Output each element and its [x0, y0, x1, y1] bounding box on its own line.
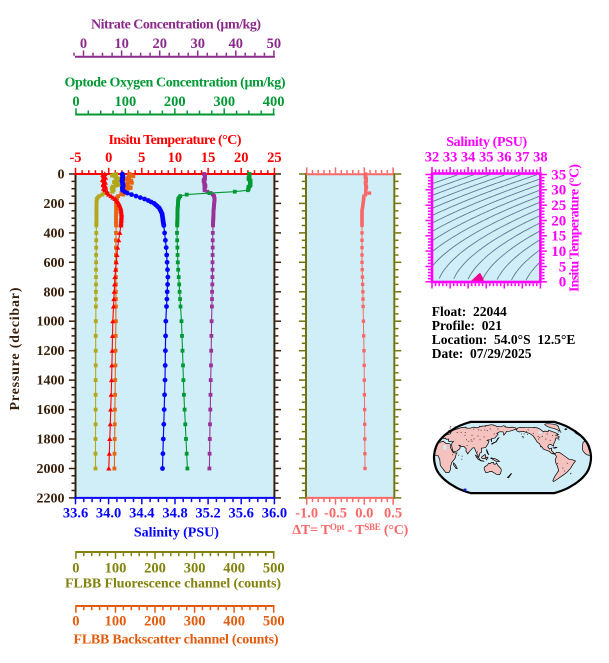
- svg-text:200: 200: [164, 94, 186, 110]
- svg-text:ΔT= TOpt - TSBE (°C): ΔT= TOpt - TSBE (°C): [292, 522, 408, 538]
- svg-text:400: 400: [223, 614, 245, 630]
- svg-text:200: 200: [44, 197, 65, 212]
- svg-text:400: 400: [44, 226, 65, 241]
- svg-text:300: 300: [184, 614, 206, 630]
- svg-text:36.0: 36.0: [262, 506, 287, 522]
- svg-text:34: 34: [461, 150, 476, 166]
- svg-text:200: 200: [144, 561, 166, 577]
- svg-text:36: 36: [497, 150, 512, 166]
- svg-text:300: 300: [184, 561, 206, 577]
- svg-text:100: 100: [115, 94, 137, 110]
- svg-text:400: 400: [263, 94, 285, 110]
- svg-text:Date: 07/29/2025: Date: 07/29/2025: [432, 346, 532, 361]
- svg-text:10: 10: [551, 244, 566, 260]
- svg-text:10: 10: [114, 36, 129, 52]
- svg-text:200: 200: [144, 614, 166, 630]
- svg-text:Pressure (decibar): Pressure (decibar): [8, 287, 23, 410]
- svg-text:20: 20: [551, 213, 566, 229]
- svg-text:35.6: 35.6: [229, 506, 254, 522]
- svg-text:800: 800: [44, 285, 65, 300]
- svg-text:-1.0: -1.0: [295, 506, 318, 522]
- svg-text:1000: 1000: [37, 315, 65, 330]
- svg-text:38: 38: [533, 150, 548, 166]
- svg-text:Salinity (PSU): Salinity (PSU): [446, 135, 527, 150]
- svg-text:34.8: 34.8: [162, 506, 187, 522]
- svg-text:37: 37: [515, 150, 530, 166]
- svg-text:400: 400: [223, 561, 245, 577]
- svg-text:40: 40: [229, 36, 244, 52]
- svg-text:20: 20: [152, 36, 167, 52]
- svg-text:34.0: 34.0: [96, 506, 121, 522]
- svg-text:0: 0: [72, 94, 79, 110]
- svg-text:Location: 54.0°S 12.5°E: Location: 54.0°S 12.5°E: [432, 332, 576, 347]
- svg-text:Optode Oxygen Concentration (µ: Optode Oxygen Concentration (µm/kg): [65, 76, 286, 91]
- svg-text:FLBB Fluorescence channel (cou: FLBB Fluorescence channel (counts): [65, 577, 281, 592]
- svg-text:0.5: 0.5: [384, 506, 402, 522]
- svg-text:30: 30: [190, 36, 205, 52]
- svg-text:100: 100: [105, 561, 127, 577]
- svg-text:33.6: 33.6: [63, 506, 88, 522]
- svg-text:25: 25: [267, 150, 282, 166]
- svg-text:300: 300: [213, 94, 235, 110]
- svg-text:Salinity (PSU): Salinity (PSU): [134, 526, 219, 541]
- svg-text:0.0: 0.0: [355, 506, 373, 522]
- svg-text:35.2: 35.2: [195, 506, 220, 522]
- svg-text:0: 0: [105, 150, 112, 166]
- svg-text:Nitrate Concentration (µm/kg): Nitrate Concentration (µm/kg): [91, 18, 261, 33]
- svg-text:25: 25: [551, 198, 566, 214]
- svg-text:15: 15: [201, 150, 216, 166]
- svg-text:1200: 1200: [37, 344, 65, 359]
- svg-text:Profile: 021: Profile: 021: [432, 318, 502, 333]
- svg-text:32: 32: [425, 150, 440, 166]
- svg-text:5: 5: [559, 259, 567, 275]
- svg-text:Insitu Temperature (°C): Insitu Temperature (°C): [109, 133, 242, 148]
- svg-text:0: 0: [72, 614, 79, 630]
- svg-text:-0.5: -0.5: [324, 506, 347, 522]
- svg-text:FLBB Backscatter channel (coun: FLBB Backscatter channel (counts): [74, 633, 279, 648]
- svg-text:600: 600: [44, 256, 65, 271]
- svg-text:-5: -5: [69, 150, 81, 166]
- svg-text:5: 5: [138, 150, 145, 166]
- svg-text:500: 500: [263, 561, 285, 577]
- svg-text:2200: 2200: [37, 491, 65, 506]
- svg-text:500: 500: [263, 614, 285, 630]
- svg-text:10: 10: [168, 150, 183, 166]
- svg-text:0: 0: [80, 36, 87, 52]
- svg-text:0: 0: [58, 168, 65, 183]
- svg-text:30: 30: [551, 183, 566, 199]
- svg-text:35: 35: [479, 150, 494, 166]
- svg-text:0: 0: [72, 561, 79, 577]
- svg-text:100: 100: [105, 614, 127, 630]
- svg-text:50: 50: [267, 36, 282, 52]
- svg-text:1600: 1600: [37, 403, 65, 418]
- svg-text:1800: 1800: [37, 433, 65, 448]
- svg-text:0: 0: [559, 275, 567, 291]
- svg-text:20: 20: [234, 150, 249, 166]
- svg-text:Float: 22044: Float: 22044: [432, 304, 507, 319]
- svg-text:34.4: 34.4: [129, 506, 154, 522]
- svg-text:33: 33: [443, 150, 458, 166]
- svg-text:15: 15: [551, 229, 566, 245]
- svg-text:1400: 1400: [37, 374, 65, 389]
- svg-text:2000: 2000: [37, 462, 65, 477]
- svg-text:35: 35: [551, 167, 566, 183]
- svg-text:Insitu Temperature (°C): Insitu Temperature (°C): [568, 164, 583, 292]
